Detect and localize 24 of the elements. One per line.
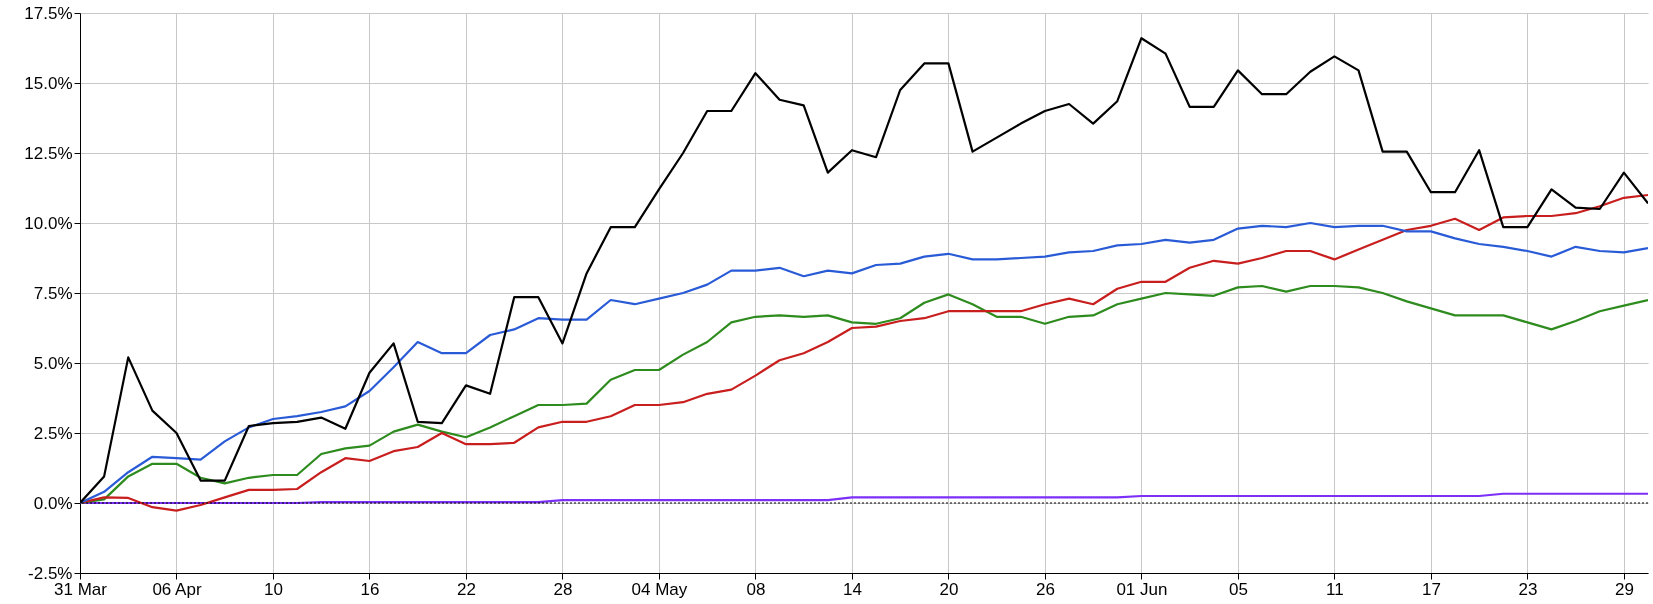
x-tick-label: 28 bbox=[553, 579, 573, 599]
y-tick-label: 12.5% bbox=[24, 143, 73, 163]
y-tick-label: 2.5% bbox=[33, 423, 73, 443]
x-tick-label: 29 bbox=[1614, 579, 1634, 599]
y-tick-label: 10.0% bbox=[24, 213, 73, 233]
x-tick-label: 04 May bbox=[631, 579, 688, 599]
x-tick-label: 17 bbox=[1421, 579, 1441, 599]
x-tick-label: 11 bbox=[1326, 579, 1344, 599]
x-tick-label: 22 bbox=[457, 579, 476, 599]
x-tick-label: 20 bbox=[939, 579, 959, 599]
x-tick-label: 26 bbox=[1035, 579, 1055, 599]
x-tick-label: 05 bbox=[1228, 579, 1248, 599]
y-tick-label: 15.0% bbox=[24, 73, 73, 93]
x-tick-label: 06 Apr bbox=[152, 579, 202, 599]
y-tick-label: 0.0% bbox=[33, 493, 73, 513]
x-tick-label: 10 bbox=[264, 579, 283, 599]
x-tick-label: 08 bbox=[746, 579, 766, 599]
x-tick-label: 16 bbox=[360, 579, 380, 599]
x-tick-label: 14 bbox=[842, 579, 862, 599]
x-tick-label: 23 bbox=[1518, 579, 1538, 599]
y-tick-label: 7.5% bbox=[33, 283, 73, 303]
y-tick-label: 17.5% bbox=[24, 3, 73, 23]
x-tick-label: 01 Jun bbox=[1116, 579, 1168, 599]
y-tick-label: 5.0% bbox=[33, 353, 73, 373]
